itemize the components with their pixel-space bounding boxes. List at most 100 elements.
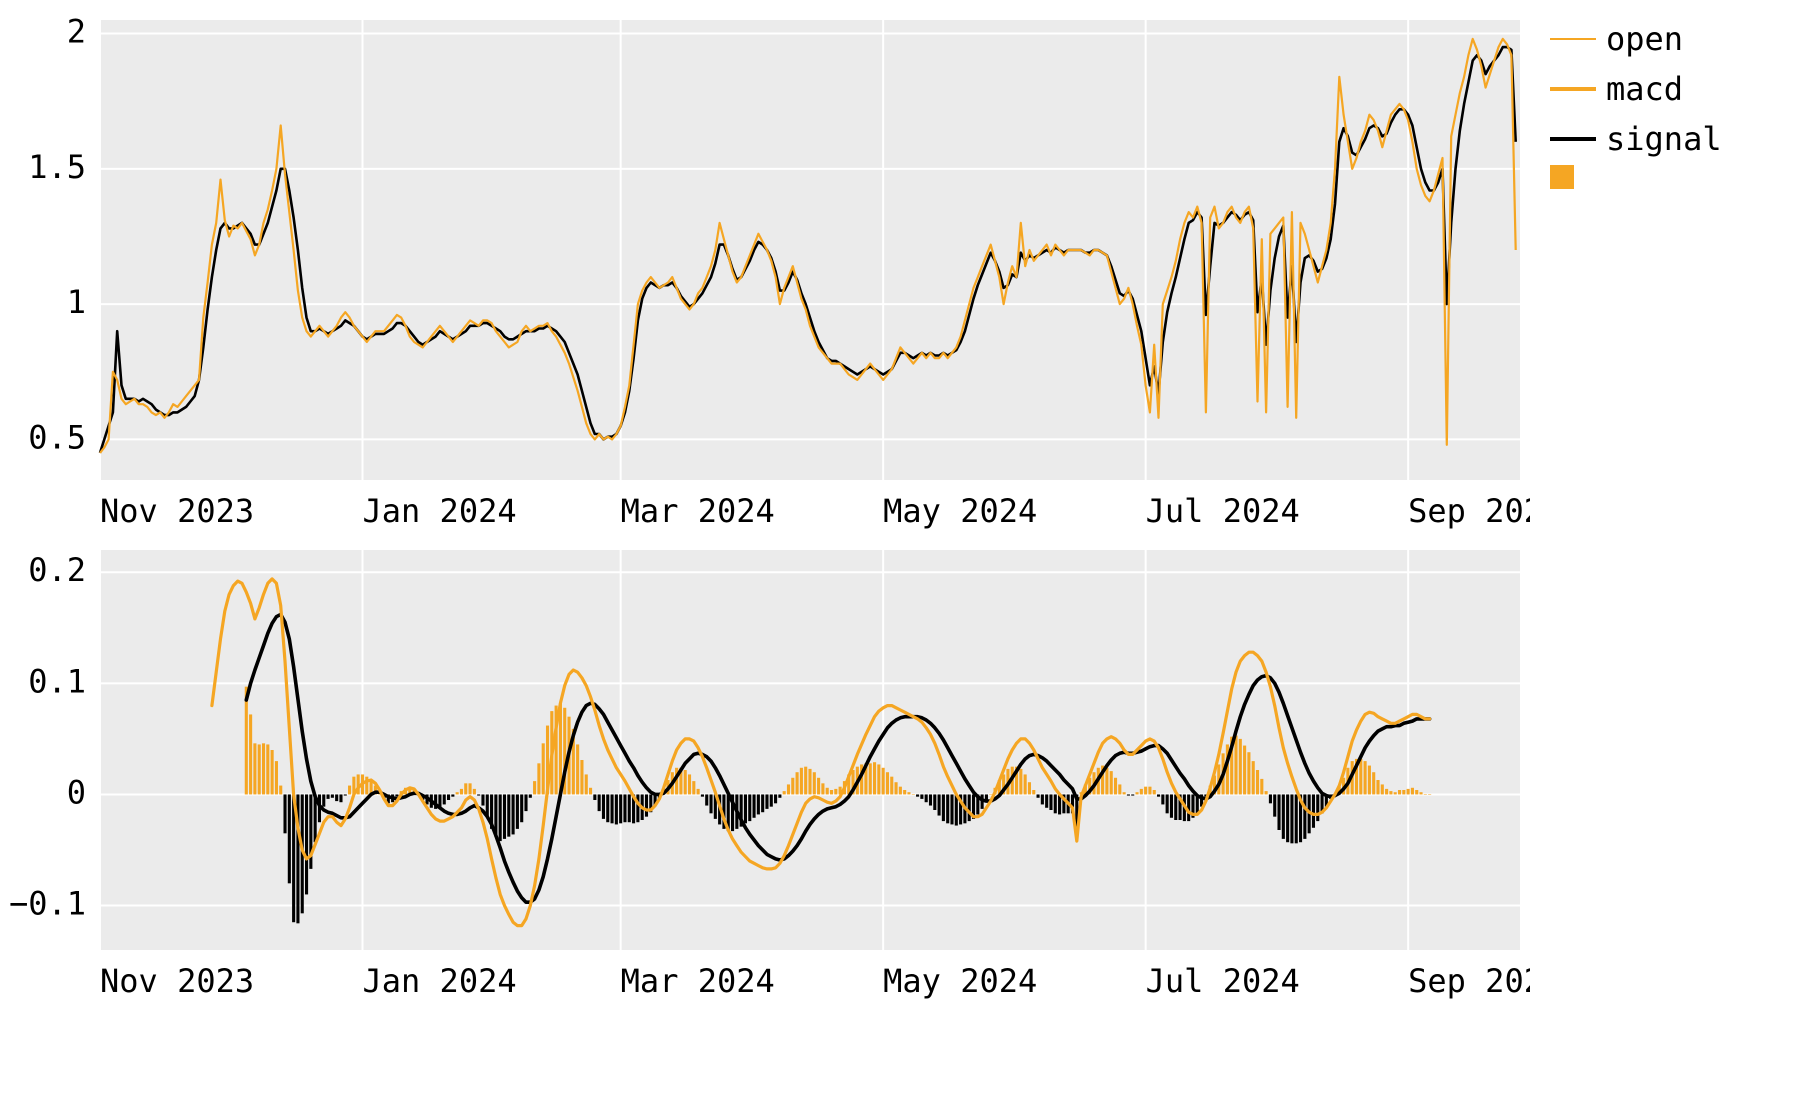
macd-hist-bar <box>783 791 786 794</box>
macd-hist-bar <box>1394 792 1397 794</box>
macd-hist-bar <box>1252 761 1255 794</box>
macd-hist-bar <box>1028 782 1031 794</box>
macd-hist-bar <box>1419 792 1422 794</box>
macd-hist-bar <box>1282 794 1285 838</box>
macd-hist-bar <box>692 781 695 794</box>
macd-hist-bar <box>834 789 837 795</box>
macd-hist-bar <box>533 781 536 794</box>
macd-hist-bar <box>460 789 463 795</box>
macd-hist-bar <box>499 794 502 841</box>
legend-label-open: open <box>1606 15 1683 63</box>
macd-hist-bar <box>907 792 910 794</box>
macd-hist-bar <box>1118 784 1121 794</box>
figure: 0.511.52Nov 2023Jan 2024Mar 2024May 2024… <box>0 0 1800 1100</box>
macd-hist-bar <box>1037 794 1040 797</box>
svg-text:0.5: 0.5 <box>28 418 86 456</box>
macd-chart: −0.100.10.2Nov 2023Jan 2024Mar 2024May 2… <box>10 540 1530 1010</box>
svg-text:−0.1: −0.1 <box>10 885 86 923</box>
macd-hist-bar <box>520 794 523 822</box>
macd-hist-bar <box>761 794 764 812</box>
macd-hist-bar <box>279 786 282 795</box>
macd-hist-bar <box>469 783 472 794</box>
macd-hist-bar <box>602 794 605 818</box>
macd-hist-bar <box>1286 794 1289 842</box>
macd-hist-bar <box>744 794 747 823</box>
macd-hist-bar <box>636 794 639 822</box>
legend-swatch-hist <box>1550 165 1574 189</box>
macd-hist-bar <box>882 768 885 795</box>
macd-hist-bar <box>1381 784 1384 794</box>
macd-hist-bar <box>968 794 971 821</box>
legend-label-macd: macd <box>1606 65 1683 113</box>
macd-hist-bar <box>322 794 325 806</box>
macd-hist-bar <box>1148 787 1151 795</box>
macd-hist-bar <box>895 782 898 794</box>
macd-hist-bar <box>1411 788 1414 795</box>
macd-hist-bar <box>327 794 330 798</box>
macd-hist-bar <box>1368 766 1371 795</box>
macd-hist-bar <box>1135 792 1138 794</box>
macd-hist-bar <box>946 794 949 823</box>
macd-hist-bar <box>701 794 704 796</box>
macd-hist-bar <box>1127 794 1130 795</box>
svg-text:Jan 2024: Jan 2024 <box>362 492 516 530</box>
macd-hist-bar <box>804 767 807 795</box>
price-chart: 0.511.52Nov 2023Jan 2024Mar 2024May 2024… <box>10 10 1530 540</box>
macd-hist-bar <box>1166 794 1169 813</box>
macd-hist-bar <box>748 794 751 821</box>
macd-hist-bar <box>258 744 261 794</box>
svg-text:1.5: 1.5 <box>28 148 86 186</box>
macd-hist-bar <box>542 743 545 794</box>
macd-hist-bar <box>628 794 631 822</box>
macd-hist-bar <box>447 794 450 800</box>
macd-hist-bar <box>1170 794 1173 817</box>
legend-label-signal: signal <box>1606 115 1722 163</box>
macd-hist-bar <box>503 794 506 838</box>
macd-hist-bar <box>623 794 626 822</box>
macd-hist-bar <box>1389 791 1392 794</box>
macd-hist-bar <box>765 794 768 808</box>
svg-text:Jan 2024: Jan 2024 <box>362 962 516 1000</box>
macd-hist-bar <box>873 762 876 794</box>
macd-hist-bar <box>920 794 923 798</box>
macd-hist-bar <box>1144 787 1147 795</box>
macd-hist-bar <box>791 778 794 795</box>
macd-hist-bar <box>757 794 760 814</box>
macd-hist-bar <box>1265 791 1268 794</box>
macd-hist-bar <box>1372 772 1375 794</box>
macd-hist-bar <box>808 769 811 795</box>
macd-hist-bar <box>1256 770 1259 794</box>
macd-hist-bar <box>344 794 347 795</box>
macd-hist-bar <box>1019 769 1022 795</box>
macd-hist-bar <box>1260 779 1263 795</box>
macd-hist-bar <box>245 687 248 795</box>
macd-hist-bar <box>1402 790 1405 794</box>
macd-hist-bar <box>886 772 889 794</box>
macd-hist-bar <box>796 772 799 794</box>
macd-hist-bar <box>950 794 953 824</box>
macd-hist-bar <box>283 794 286 833</box>
macd-hist-bar <box>1161 794 1164 804</box>
legend-item-macd: macd <box>1550 65 1722 113</box>
macd-hist-bar <box>262 743 265 794</box>
svg-text:May 2024: May 2024 <box>883 492 1037 530</box>
macd-hist-bar <box>1024 774 1027 794</box>
macd-hist-bar <box>826 788 829 795</box>
macd-hist-bar <box>481 794 484 805</box>
macd-hist-bar <box>938 794 941 815</box>
macd-hist-bar <box>1277 794 1280 830</box>
svg-text:2: 2 <box>67 13 86 51</box>
macd-hist-bar <box>1273 794 1276 816</box>
macd-hist-bar <box>1049 794 1052 810</box>
macd-hist-bar <box>1045 794 1048 807</box>
legend-swatch-open <box>1550 38 1596 40</box>
macd-hist-bar <box>1131 794 1134 795</box>
macd-hist-bar <box>585 774 588 794</box>
macd-hist-bar <box>348 786 351 795</box>
macd-hist-bar <box>684 770 687 794</box>
macd-hist-bar <box>955 794 958 825</box>
svg-text:0.1: 0.1 <box>28 662 86 700</box>
macd-hist-bar <box>1376 780 1379 794</box>
macd-hist-bar <box>266 744 269 794</box>
macd-hist-bar <box>1295 794 1298 843</box>
